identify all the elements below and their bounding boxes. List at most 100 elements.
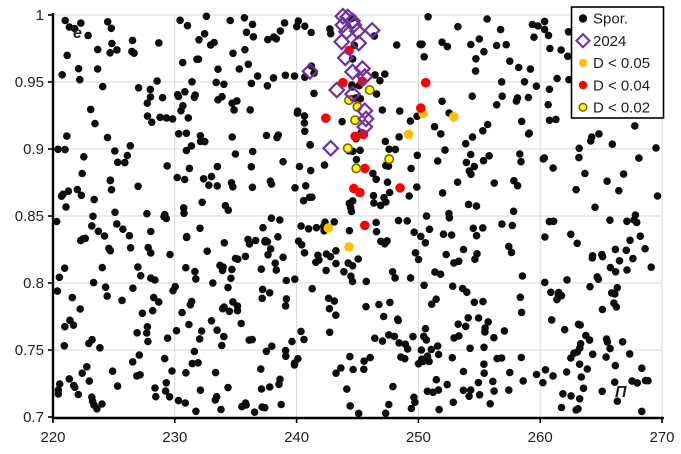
- spor-point: [295, 162, 304, 171]
- spor-point: [492, 101, 501, 109]
- spor-point: [161, 387, 170, 395]
- spor-point: [633, 379, 642, 387]
- spor-point: [74, 64, 83, 73]
- spor-point: [554, 288, 563, 297]
- spor-point: [505, 386, 513, 394]
- spor-point: [106, 176, 115, 184]
- spor-point: [293, 107, 302, 115]
- spor-point: [143, 112, 152, 120]
- spor-point: [151, 384, 159, 392]
- spor-point: [438, 97, 446, 106]
- spor-point: [337, 364, 345, 372]
- spor-point: [142, 329, 151, 337]
- spor-point: [220, 80, 228, 89]
- spor-point: [274, 233, 282, 241]
- spor-point: [470, 162, 479, 171]
- spor-point: [593, 273, 601, 281]
- spor-point: [176, 16, 184, 25]
- spor-point: [88, 393, 96, 402]
- spor-point: [379, 312, 388, 321]
- spor-point: [541, 233, 549, 241]
- spor-point: [498, 92, 507, 100]
- spor-point: [362, 302, 370, 311]
- spor-point: [366, 353, 375, 362]
- spor-point: [545, 217, 554, 226]
- spor-point: [80, 153, 88, 161]
- legend-label: 2024: [593, 33, 626, 50]
- spor-point: [544, 100, 552, 109]
- spor-point: [62, 203, 70, 211]
- spor-point: [235, 65, 244, 73]
- spor-point: [608, 140, 617, 148]
- spor-point: [563, 276, 571, 284]
- spor-point: [220, 303, 228, 311]
- spor-point: [300, 112, 309, 120]
- spor-point: [187, 142, 196, 150]
- spor-point: [174, 396, 183, 405]
- spor-point: [383, 237, 391, 245]
- spor-point: [583, 365, 592, 373]
- spor-point: [301, 127, 309, 136]
- spor-point: [186, 301, 195, 309]
- spor-point: [372, 90, 381, 98]
- spor-point: [192, 275, 200, 283]
- spor-point: [200, 30, 209, 38]
- spor-point: [470, 298, 479, 307]
- spor-point: [282, 352, 290, 361]
- spor-point: [611, 268, 620, 276]
- spor-point: [454, 320, 463, 329]
- legend-label: D < 0.05: [593, 55, 650, 72]
- spor-point: [475, 391, 484, 399]
- spor-point: [190, 347, 199, 356]
- spor-point: [472, 55, 480, 63]
- spor-point: [202, 12, 211, 21]
- spor-point: [576, 321, 584, 329]
- spor-point: [330, 297, 339, 305]
- spor-point: [220, 239, 229, 247]
- spor-point: [78, 169, 86, 178]
- spor-point: [356, 146, 364, 155]
- spor-point: [579, 384, 588, 393]
- spor-point: [459, 245, 468, 254]
- spor-point: [461, 322, 470, 331]
- spor-point: [190, 93, 199, 102]
- spor-point: [297, 327, 305, 336]
- spor-point: [168, 115, 177, 123]
- point-d004: [355, 187, 365, 198]
- spor-point: [88, 335, 96, 344]
- spor-point: [441, 146, 449, 154]
- spor-point: [218, 341, 226, 350]
- spor-point: [497, 78, 506, 86]
- spor-point: [96, 344, 104, 352]
- spor-point: [572, 185, 580, 194]
- spor-point: [182, 129, 191, 138]
- point-d004: [360, 163, 370, 174]
- point-2024-diamond: [334, 16, 352, 34]
- point-d005: [344, 242, 354, 252]
- spor-point: [300, 119, 309, 127]
- spor-point: [172, 326, 181, 335]
- spor-point: [422, 212, 431, 220]
- spor-point: [385, 188, 394, 197]
- legend-marker-spor-icon: [578, 14, 588, 23]
- spor-point: [360, 365, 368, 374]
- spor-point: [421, 239, 430, 247]
- spor-point: [288, 337, 296, 346]
- spor-point: [552, 115, 560, 124]
- spor-point: [155, 39, 163, 47]
- spor-point: [575, 144, 583, 153]
- spor-point: [519, 377, 527, 385]
- spor-point: [513, 181, 522, 190]
- spor-point: [143, 209, 151, 218]
- spor-point: [282, 295, 291, 303]
- spor-point: [291, 275, 299, 284]
- spor-point: [462, 158, 471, 167]
- spor-point: [212, 78, 220, 87]
- spor-point: [294, 237, 303, 245]
- spor-point: [560, 325, 569, 334]
- spor-point: [280, 19, 289, 27]
- spor-point: [473, 250, 481, 258]
- spor-point: [490, 333, 498, 342]
- spor-point: [169, 286, 177, 295]
- spor-point: [332, 247, 340, 255]
